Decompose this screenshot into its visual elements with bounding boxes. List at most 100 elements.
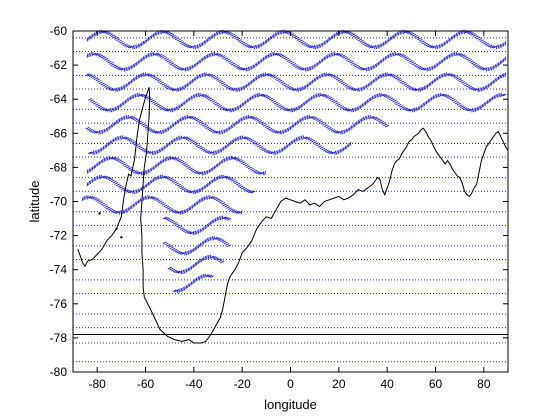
track-glyph [203,170,206,176]
track-glyph [115,66,121,70]
track-glyph [112,210,117,214]
track-glyph [263,124,268,127]
track-glyph [391,74,396,78]
track-glyph [175,65,180,69]
track-glyph [378,92,381,98]
track-glyph [474,107,477,112]
track-glyph [100,174,102,180]
track-glyph [413,35,418,38]
track-glyph [273,52,278,56]
track-glyph [149,35,151,40]
track-glyph [367,45,373,48]
track-glyph [149,129,154,132]
track-glyph [221,215,224,220]
track-glyph [166,59,171,63]
track-glyph [204,255,207,261]
track-glyph [389,36,392,42]
track-glyphs [81,29,507,294]
track-glyph [347,127,349,132]
track-glyph [321,73,324,78]
track-glyph [205,72,207,77]
track-glyph [102,175,107,179]
track-glyph [133,62,136,68]
track-glyph [247,166,252,170]
track-glyph [121,135,123,140]
track-glyph [155,103,160,107]
track-glyph [161,146,164,152]
track-glyph [407,108,412,112]
track-glyph [435,93,438,99]
track-glyph [396,53,401,56]
track-glyph [133,44,136,50]
track-glyph [380,93,385,97]
track-glyph [232,138,235,144]
track-glyph [215,164,217,169]
track-glyph [236,136,238,142]
track-glyph [118,86,121,92]
track-glyph [148,151,153,155]
track-glyph [258,93,263,97]
track-glyph [193,278,196,283]
track-glyph [249,116,254,119]
track-glyph [204,274,209,277]
track-glyph [254,170,259,174]
track-glyph [349,87,354,90]
track-glyph [227,177,232,180]
track-glyph [438,61,441,66]
track-glyph [106,156,109,161]
track-glyph [97,53,102,57]
track-glyph [125,83,128,88]
track-glyph [459,79,464,83]
track-glyph [109,87,114,91]
track-glyph [269,36,272,41]
track-glyph [180,287,183,293]
track-glyph [112,64,117,68]
track-glyph [217,79,222,83]
track-glyph [88,52,91,58]
track-glyph [435,77,437,82]
track-glyph [499,74,502,80]
track-glyph [265,54,268,59]
track-glyph [168,208,173,211]
track-glyph [175,137,178,142]
track-glyph [497,44,500,49]
track-glyph [184,115,187,120]
track-glyph [149,168,151,173]
track-glyph [292,139,294,144]
track-glyph [186,66,189,72]
track-glyph [411,62,417,66]
track-glyph [163,145,166,150]
track-glyph [210,52,212,57]
track-glyph [455,77,461,80]
track-glyph [271,129,276,133]
y-tick-label: -72 [50,229,68,243]
track-glyph [222,83,227,87]
track-glyph [94,103,99,106]
track-glyph [440,43,442,48]
track-glyph [140,171,143,176]
track-glyph [220,55,225,58]
track-glyph [239,160,244,163]
track-glyph [180,160,185,164]
track-glyph [87,195,92,199]
track-glyph [154,131,159,134]
track-glyph [100,175,105,179]
track-glyph [273,76,278,79]
track-glyph [86,195,89,200]
track-glyph [443,41,446,46]
track-glyph [128,65,131,71]
track-glyph [119,67,124,71]
track-glyph [467,85,472,89]
track-glyph [241,186,246,190]
track-glyph [319,93,324,97]
track-glyph [480,87,483,92]
track-glyph [199,258,202,264]
track-glyph [278,79,283,83]
track-glyph [341,106,346,110]
track-glyph [180,135,183,140]
track-glyph [337,53,342,56]
track-glyph [317,145,323,148]
track-glyph [211,34,214,39]
track-glyph [226,108,231,112]
